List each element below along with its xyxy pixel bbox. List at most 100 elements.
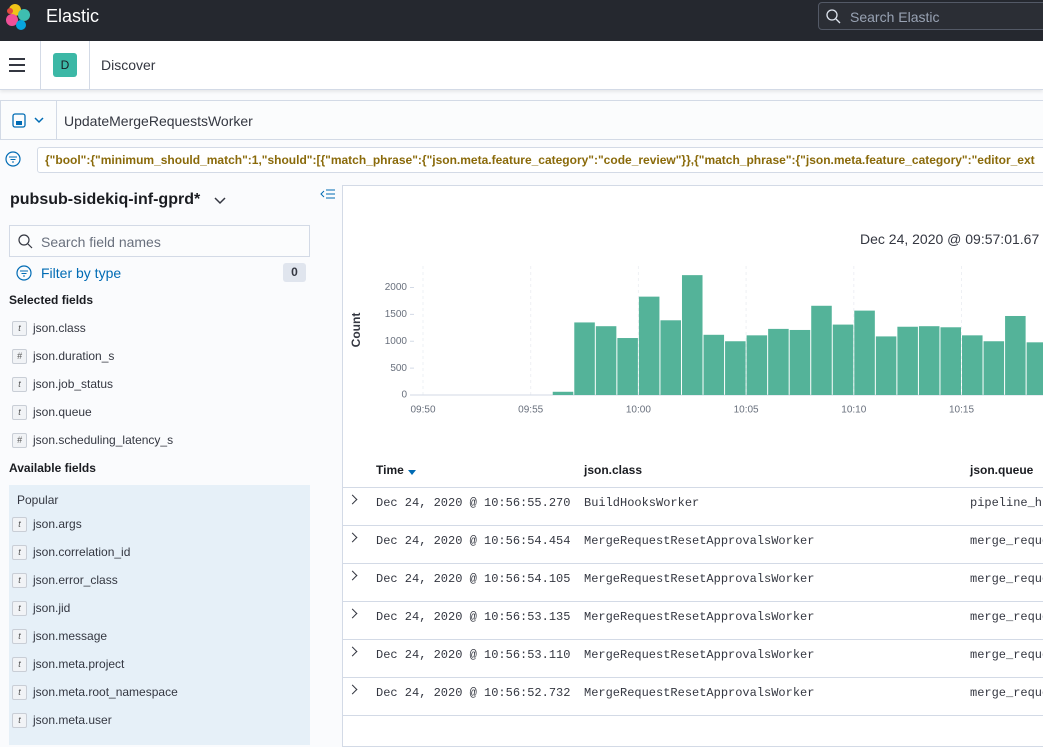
cell: MergeRequestResetApprovalsWorker <box>584 648 815 662</box>
field-name[interactable]: json.scheduling_latency_s <box>33 433 174 447</box>
field-name[interactable]: json.meta.project <box>33 657 125 671</box>
bar <box>875 336 897 395</box>
x-tick-label: 09:55 <box>518 405 543 416</box>
filter-count: 0 <box>283 263 306 282</box>
field-name[interactable]: json.correlation_id <box>33 545 131 559</box>
y-tick-label: 2000 <box>385 282 408 293</box>
column-header[interactable]: json.class <box>584 463 643 477</box>
breadcrumb[interactable]: Discover <box>101 57 156 73</box>
field-name[interactable]: json.job_status <box>33 377 114 391</box>
field-type-icon: # <box>12 349 27 364</box>
cell: MergeRequestResetApprovalsWorker <box>584 572 815 586</box>
filter-by-type[interactable]: Filter by type <box>41 265 122 281</box>
filter-pill[interactable]: {"bool":{"minimum_should_match":1,"shoul… <box>37 147 1043 173</box>
cell: pipeline_h <box>970 496 1043 510</box>
cell: Dec 24, 2020 @ 10:56:54.454 <box>376 534 571 548</box>
cell: BuildHooksWorker <box>584 496 700 510</box>
bar <box>897 326 918 395</box>
bar <box>768 328 789 395</box>
cell: merge_reque <box>970 534 1043 548</box>
bar <box>1026 342 1043 395</box>
bar <box>811 305 832 395</box>
column-header[interactable]: json.queue <box>970 463 1034 477</box>
column-header[interactable]: Time <box>376 463 404 477</box>
x-tick-label: 10:15 <box>949 405 974 416</box>
bar <box>725 341 746 395</box>
field-type-icon: t <box>12 377 27 392</box>
global-search[interactable]: Search Elastic <box>818 2 1043 30</box>
section-title: Available fields <box>9 461 96 475</box>
cell: merge_reque <box>970 686 1043 700</box>
field-name[interactable]: json.args <box>33 517 82 531</box>
field-name[interactable]: json.queue <box>33 405 92 419</box>
bar <box>595 326 617 395</box>
cell: MergeRequestResetApprovalsWorker <box>584 686 815 700</box>
header-rule <box>343 487 1043 488</box>
collapse-sidebar[interactable] <box>320 187 336 201</box>
cell: MergeRequestResetApprovalsWorker <box>584 610 815 624</box>
field-type-icon: t <box>12 657 27 672</box>
bar <box>983 341 1005 395</box>
field-name[interactable]: json.meta.user <box>33 713 112 727</box>
y-tick-label: 1000 <box>385 336 408 347</box>
field-type-icon: t <box>12 629 27 644</box>
bar <box>552 391 574 395</box>
field-search[interactable]: Search field names <box>9 225 310 257</box>
saved-query-button[interactable] <box>1 101 57 139</box>
field-type-icon: # <box>12 433 27 448</box>
bar <box>918 326 940 395</box>
section-title: Selected fields <box>9 293 94 307</box>
popular-box <box>9 485 310 745</box>
bar <box>854 310 875 395</box>
x-tick-label: 10:05 <box>734 405 759 416</box>
field-name[interactable]: json.meta.root_namespace <box>33 685 178 699</box>
cell: merge_reque <box>970 648 1043 662</box>
field-name[interactable]: json.jid <box>33 601 71 615</box>
y-tick-label: 500 <box>390 363 407 374</box>
elastic-logo[interactable] <box>4 3 32 31</box>
field-name[interactable]: json.message <box>33 629 108 643</box>
field-type-icon: t <box>12 405 27 420</box>
query-text[interactable]: UpdateMergeRequestsWorker <box>64 113 253 129</box>
cell: merge_reque <box>970 610 1043 624</box>
histogram: Count 0 500 1000 1500 2000 09:50 09:55 10:00 10:… <box>349 266 1043 416</box>
brand: Elastic <box>46 6 100 26</box>
menu-button[interactable] <box>9 58 25 72</box>
filter-icon[interactable] <box>5 151 21 167</box>
field-type-icon: t <box>12 545 27 560</box>
row-rule <box>343 677 1043 678</box>
cell: MergeRequestResetApprovalsWorker <box>584 534 815 548</box>
field-type-icon: t <box>12 685 27 700</box>
y-axis-label: Count <box>349 313 363 348</box>
bar <box>703 334 725 395</box>
bar <box>746 335 768 395</box>
bar <box>1005 315 1026 395</box>
section-title: Popular <box>17 493 59 507</box>
bar <box>617 338 638 395</box>
cell: Dec 24, 2020 @ 10:56:55.270 <box>376 496 571 510</box>
field-type-icon: t <box>12 321 27 336</box>
cell: Dec 24, 2020 @ 10:56:54.105 <box>376 572 571 586</box>
x-tick-label: 09:50 <box>410 405 435 416</box>
field-name[interactable]: json.error_class <box>33 573 118 587</box>
row-rule <box>343 525 1043 526</box>
time-range: Dec 24, 2020 @ 09:57:01.67 <box>860 231 1040 247</box>
row-rule <box>343 639 1043 640</box>
nav-bar: D Discover <box>0 41 1043 90</box>
x-tick-label: 10:10 <box>841 405 866 416</box>
bar <box>660 320 681 395</box>
bar <box>681 275 703 395</box>
bar <box>962 335 983 395</box>
field-type-icon: t <box>12 713 27 728</box>
index-pattern[interactable]: pubsub-sidekiq-inf-gprd* <box>10 191 201 208</box>
field-type-icon: t <box>12 601 27 616</box>
y-tick-label: 1500 <box>385 309 408 320</box>
filter-text: {"bool":{"minimum_should_match":1,"shoul… <box>45 153 1035 167</box>
search-placeholder: Search Elastic <box>850 9 940 25</box>
bar <box>638 296 660 395</box>
cell: Dec 24, 2020 @ 10:56:53.110 <box>376 648 571 662</box>
app-badge[interactable]: D <box>53 53 77 77</box>
field-name[interactable]: json.duration_s <box>33 349 115 363</box>
field-name[interactable]: json.class <box>33 321 86 335</box>
